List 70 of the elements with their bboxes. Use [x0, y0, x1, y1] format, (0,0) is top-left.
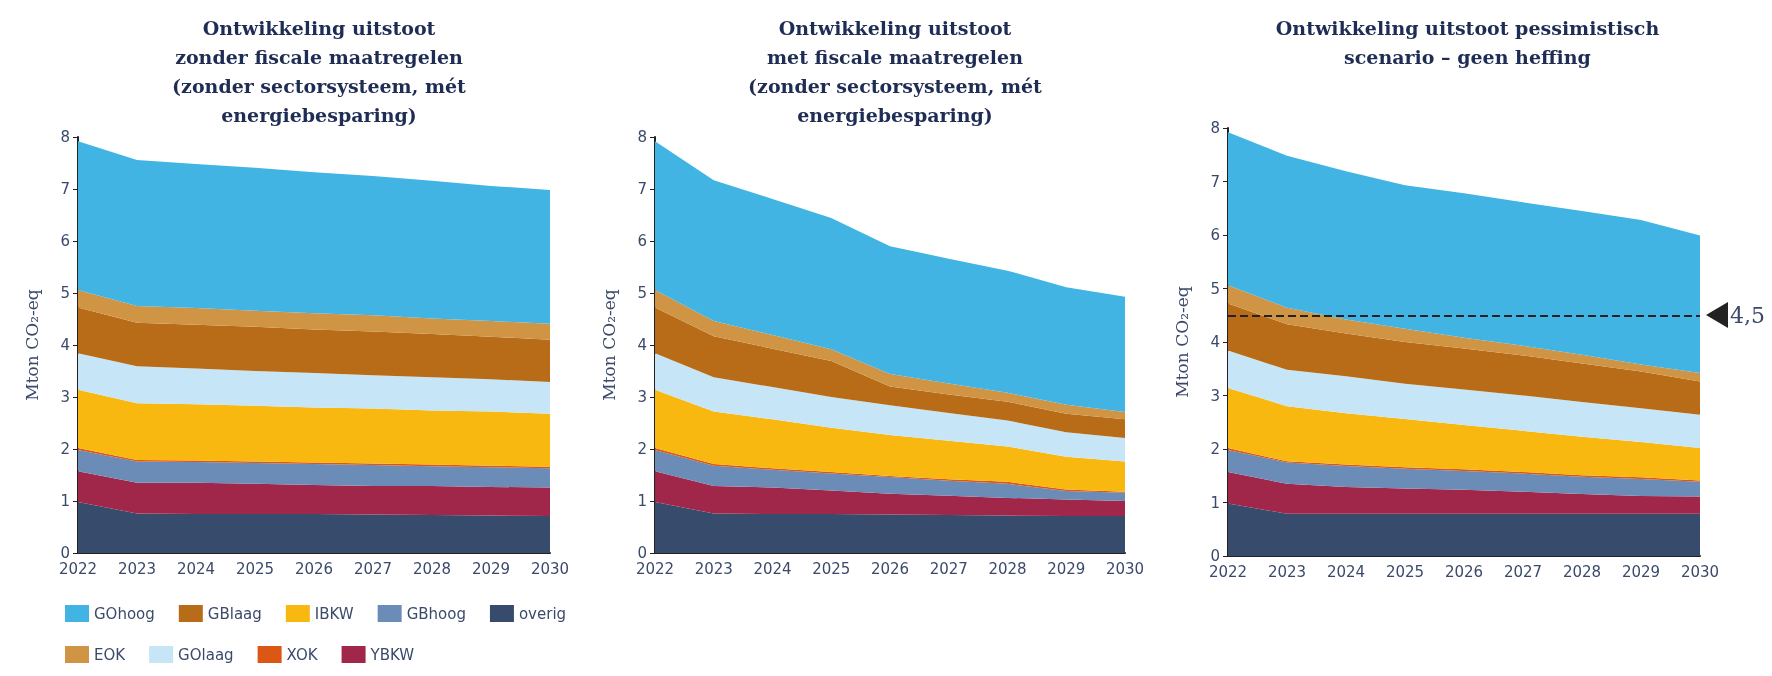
y-tick-label: 7 [60, 180, 70, 198]
y-tick-label: 6 [1210, 226, 1220, 244]
y-tick-label: 6 [637, 232, 647, 250]
y-tick-label: 4 [60, 336, 70, 354]
y-tick-label: 8 [637, 128, 647, 146]
legend-label: GBlaag [207, 604, 262, 623]
chart-title: Ontwikkeling uitstoot met fiscale maatregelen (zonder sectorsysteem, mét energiebesparing) [748, 16, 1043, 126]
y-tick-label: 8 [60, 128, 70, 146]
x-tick-label: 2028 [988, 559, 1027, 578]
x-tick-label: 2024 [753, 559, 792, 578]
x-tick-label: 2022 [1208, 562, 1248, 581]
y-tick-label: 1 [1210, 493, 1220, 512]
ref-line-label: 4,5 [1730, 302, 1765, 328]
x-tick-label: 2029 [1047, 559, 1086, 578]
x-tick-label: 2023 [117, 559, 157, 578]
x-tick-label: 2025 [235, 559, 275, 578]
y-tick-label: 4 [637, 336, 647, 354]
x-tick-label: 2024 [1326, 562, 1366, 581]
x-tick-label: 2030 [1105, 559, 1145, 578]
y-tick-label: 7 [1210, 172, 1220, 191]
x-tick-label: 2029 [1621, 562, 1661, 581]
y-axis-title: Mton CO₂-eq [21, 289, 42, 401]
y-tick-label: 5 [637, 284, 647, 302]
x-tick-label: 2022 [58, 559, 98, 578]
chart-title: Ontwikkeling uitstoot zonder fiscale maatregelen (zonder sectorsysteem, mét energiebesparing) [172, 16, 467, 126]
y-tick-label: 6 [60, 232, 70, 250]
chart-title: Ontwikkeling uitstoot pessimistisch scenario – geen heffing [1275, 16, 1660, 68]
x-tick-label: 2025 [812, 559, 851, 578]
x-tick-label: 2025 [1385, 562, 1425, 581]
y-tick-label: 1 [60, 492, 70, 510]
y-tick-label: 7 [637, 180, 647, 198]
x-tick-label: 2026 [870, 559, 910, 578]
x-tick-label: 2023 [1267, 562, 1307, 581]
y-tick-label: 1 [637, 492, 647, 510]
x-tick-label: 2029 [471, 559, 511, 578]
x-tick-label: 2022 [635, 559, 675, 578]
x-tick-label: 2028 [412, 559, 452, 578]
y-tick-label: 3 [637, 388, 647, 406]
y-axis-title: Mton CO₂-eq [1171, 286, 1192, 398]
x-tick-label: 2023 [694, 559, 733, 578]
legend-label: IBKW [314, 604, 354, 623]
legend-label: YBKW [369, 645, 415, 664]
legend-label: EOK [94, 645, 127, 664]
y-tick-label: 2 [1210, 440, 1220, 458]
y-tick-label: 3 [60, 388, 70, 406]
y-tick-label: 2 [60, 440, 70, 458]
x-tick-label: 2030 [1680, 562, 1720, 581]
y-tick-label: 2 [637, 440, 647, 458]
legend-label: overig [518, 604, 567, 623]
x-tick-label: 2024 [176, 559, 216, 578]
x-tick-label: 2027 [353, 559, 393, 578]
y-tick-label: 5 [60, 284, 70, 302]
legend-label: GOlaag [178, 645, 234, 664]
y-tick-label: 3 [1210, 386, 1220, 405]
x-tick-label: 2026 [1444, 562, 1484, 581]
legend-label: GOhoog [94, 604, 155, 623]
legend-label: GBhoog [406, 604, 466, 623]
y-tick-label: 0 [1210, 547, 1220, 565]
y-tick-label: 8 [1210, 119, 1220, 137]
x-tick-label: 2027 [1503, 562, 1543, 581]
y-tick-label: 5 [1210, 279, 1220, 298]
x-tick-label: 2028 [1562, 562, 1602, 581]
x-tick-label: 2027 [929, 559, 968, 578]
y-axis-title: Mton CO₂-eq [598, 289, 619, 401]
x-tick-label: 2030 [530, 559, 570, 578]
y-tick-label: 0 [637, 544, 647, 562]
x-tick-label: 2026 [294, 559, 334, 578]
y-tick-label: 0 [60, 544, 70, 562]
legend-label: XOK [286, 645, 319, 664]
y-tick-label: 4 [1210, 333, 1220, 351]
